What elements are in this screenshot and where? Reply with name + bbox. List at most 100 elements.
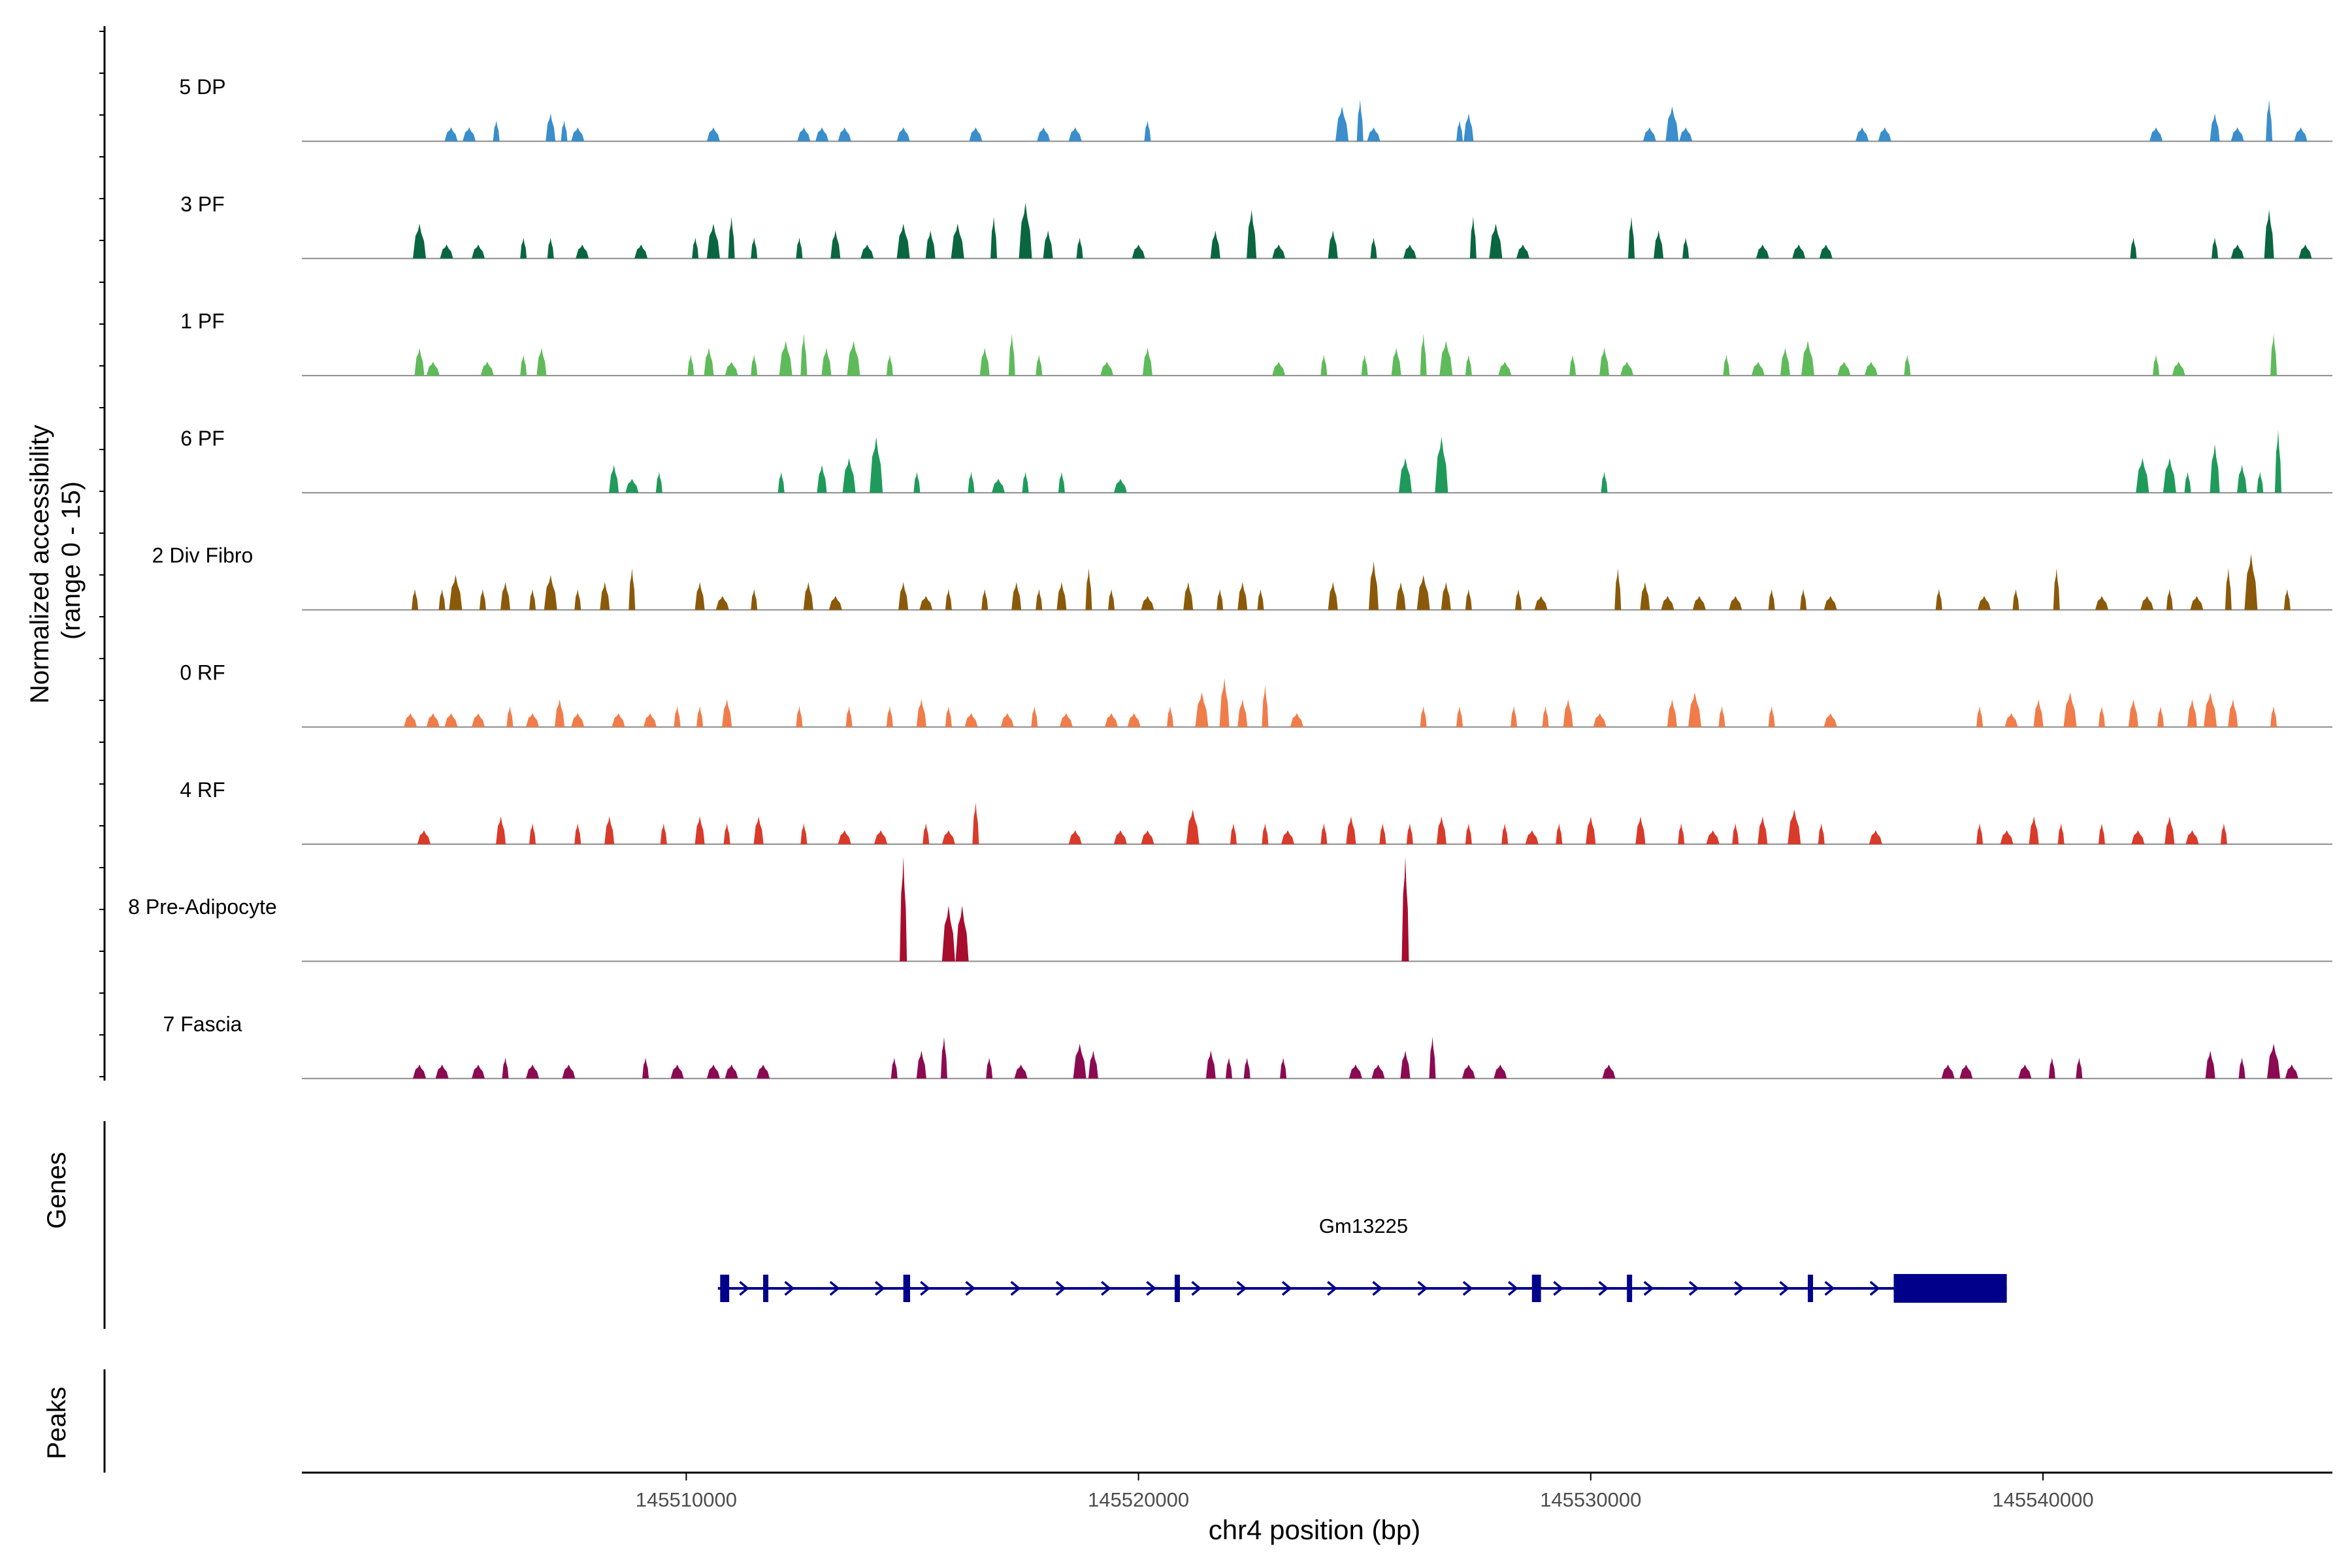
accessibility-peak	[2098, 823, 2105, 845]
accessibility-peak	[1262, 823, 1269, 845]
track-5: 2 Div Fibro	[152, 544, 2332, 611]
accessibility-peak	[1391, 348, 1401, 376]
track-label: 5 DP	[179, 75, 225, 99]
strand-arrow	[1779, 1281, 1790, 1296]
accessibility-peak	[1348, 1064, 1362, 1079]
accessibility-peak	[1281, 830, 1295, 845]
accessibility-peak	[955, 906, 969, 962]
strand-arrow	[1869, 1281, 1880, 1296]
accessibility-peak	[838, 127, 851, 142]
accessibility-peak	[1837, 361, 1851, 376]
accessibility-peak	[1141, 596, 1154, 610]
accessibility-peak	[1280, 1057, 1287, 1079]
accessibility-peak	[1732, 823, 1739, 845]
accessibility-peak	[830, 230, 841, 259]
accessibility-peak	[2185, 830, 2199, 845]
accessibility-peak	[751, 237, 758, 259]
accessibility-peak	[2270, 706, 2278, 727]
accessibility-peak	[1465, 589, 1472, 610]
accessibility-peak	[555, 699, 565, 727]
accessibility-peak	[1494, 1064, 1507, 1079]
accessibility-peak	[2294, 127, 2308, 142]
accessibility-peak	[847, 340, 860, 376]
accessibility-peak	[520, 237, 527, 259]
accessibility-peak	[1692, 596, 1706, 610]
accessibility-peak	[1247, 209, 1257, 259]
accessibility-peak	[1400, 1051, 1411, 1079]
peaks-track-label: Peaks	[42, 1386, 71, 1459]
track-8: 8 Pre-Adipocyte	[128, 857, 2332, 962]
accessibility-peak	[1586, 816, 1596, 845]
track-label: 1 PF	[180, 310, 225, 333]
accessibility-peak	[1489, 223, 1503, 259]
accessibility-peak	[1073, 1043, 1086, 1079]
x-tick-label: 145520000	[1088, 1488, 1189, 1511]
accessibility-peak	[493, 120, 500, 142]
accessibility-peak	[1757, 816, 1768, 845]
accessibility-peak	[1105, 713, 1119, 727]
accessibility-peak	[1406, 823, 1413, 845]
accessibility-peak	[1085, 568, 1092, 610]
accessibility-peak	[923, 823, 930, 845]
strand-arrow	[920, 1281, 930, 1296]
strand-arrow	[784, 1281, 795, 1296]
accessibility-peak	[1601, 472, 1608, 493]
accessibility-peak	[1043, 230, 1053, 259]
gene-exon	[1531, 1275, 1541, 1302]
accessibility-peak	[1210, 230, 1220, 259]
accessibility-peak	[1346, 816, 1356, 845]
accessibility-peak	[1679, 127, 1693, 142]
accessibility-peak	[2098, 706, 2105, 727]
accessibility-peak	[1869, 830, 1882, 845]
gene-exon	[1627, 1275, 1633, 1302]
accessibility-peak	[1516, 244, 1529, 259]
accessibility-peak	[1088, 1051, 1098, 1079]
accessibility-peak	[1515, 589, 1522, 610]
accessibility-peak	[842, 457, 856, 493]
accessibility-peak	[544, 575, 557, 610]
strand-arrow	[1417, 1281, 1428, 1296]
accessibility-peak	[896, 127, 910, 142]
track-9: 7 Fascia	[163, 1012, 2332, 1079]
accessibility-peak	[800, 333, 808, 376]
accessibility-peak	[2184, 472, 2191, 493]
accessibility-peak	[704, 348, 714, 376]
accessibility-peak	[941, 906, 955, 962]
accessibility-peak	[634, 244, 648, 259]
accessibility-peak	[1718, 706, 1725, 727]
accessibility-peak	[1257, 589, 1264, 610]
accessibility-peak	[1031, 706, 1038, 727]
accessibility-peak	[2298, 244, 2312, 259]
accessibility-peak	[1420, 333, 1427, 376]
accessibility-peak	[1217, 589, 1224, 610]
accessibility-peak	[547, 237, 554, 259]
accessibility-peak	[1371, 1064, 1385, 1079]
accessibility-peak	[991, 478, 1005, 493]
accessibility-peak	[1569, 354, 1576, 376]
accessibility-peak	[2131, 830, 2145, 845]
accessibility-peak	[990, 216, 998, 259]
accessibility-peak	[435, 1064, 449, 1079]
strand-arrow	[1598, 1281, 1609, 1296]
accessibility-peak	[1688, 692, 1701, 727]
accessibility-peak	[706, 223, 720, 259]
accessibility-peak	[2053, 568, 2060, 610]
accessibility-peak	[2257, 472, 2264, 493]
accessibility-peak	[2210, 444, 2220, 493]
strand-arrow	[1462, 1281, 1473, 1296]
accessibility-peak	[1290, 713, 1303, 727]
strand-arrow	[1055, 1281, 1066, 1296]
accessibility-peak	[674, 706, 681, 727]
accessibility-peak	[2267, 1043, 2281, 1079]
accessibility-peak	[2048, 1057, 2055, 1079]
accessibility-peak	[1620, 361, 1634, 376]
accessibility-peak	[1037, 127, 1051, 142]
strand-arrow	[1327, 1281, 1337, 1296]
accessibility-peak	[1511, 706, 1518, 727]
strand-arrow	[874, 1281, 885, 1296]
accessibility-peak	[529, 823, 536, 845]
accessibility-peak	[571, 127, 585, 142]
accessibility-peak	[562, 1064, 576, 1079]
strand-arrow	[1734, 1281, 1744, 1296]
accessibility-peak	[571, 713, 585, 727]
